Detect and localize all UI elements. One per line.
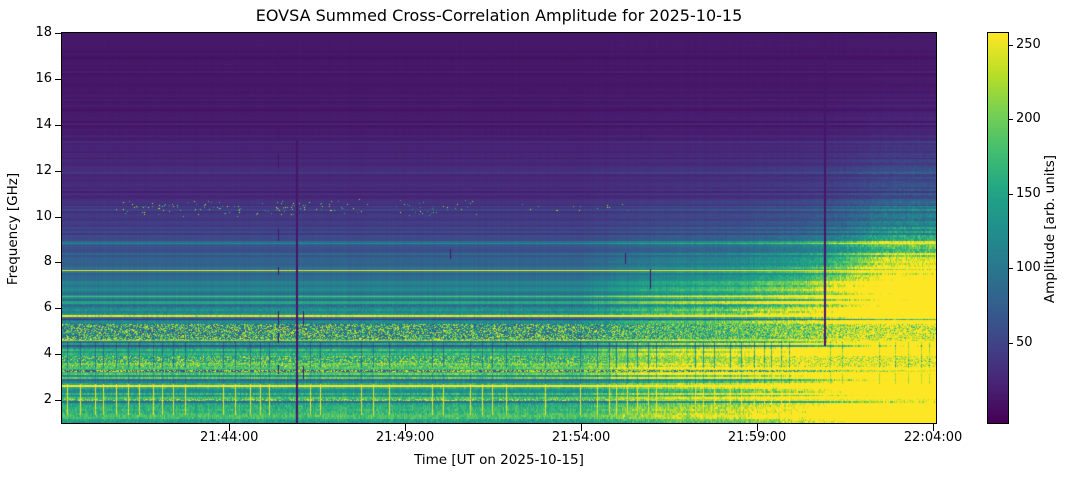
x-tick-mark bbox=[229, 424, 231, 431]
spectrogram-canvas bbox=[62, 33, 936, 423]
y-tick-mark bbox=[55, 78, 61, 80]
y-tick-label: 16 bbox=[35, 70, 52, 86]
colorbar-tick-label: 50 bbox=[1016, 334, 1033, 350]
x-tick-label: 21:44:00 bbox=[199, 430, 259, 445]
colorbar-tick-label: 150 bbox=[1016, 185, 1041, 201]
colorbar-frame bbox=[987, 32, 1009, 424]
plot-frame bbox=[61, 32, 937, 424]
x-tick-mark bbox=[405, 424, 407, 431]
colorbar-tick-label: 100 bbox=[1016, 260, 1041, 276]
colorbar-tick-mark bbox=[1008, 268, 1013, 270]
x-tick-label: 21:49:00 bbox=[375, 430, 435, 445]
y-tick-label: 8 bbox=[43, 254, 52, 270]
x-tick-mark bbox=[581, 424, 583, 431]
y-tick-label: 12 bbox=[35, 162, 52, 178]
colorbar-tick-mark bbox=[1008, 44, 1013, 46]
y-tick-mark bbox=[55, 308, 61, 310]
colorbar-tick-mark bbox=[1008, 193, 1013, 195]
x-tick-label: 22:04:00 bbox=[903, 430, 963, 445]
colorbar-canvas bbox=[988, 33, 1008, 423]
y-tick-mark bbox=[55, 33, 61, 34]
y-tick-mark bbox=[55, 354, 61, 356]
y-tick-label: 6 bbox=[43, 300, 52, 316]
y-tick-label: 2 bbox=[43, 392, 52, 408]
y-tick-mark bbox=[55, 400, 61, 402]
x-tick-mark bbox=[933, 424, 935, 431]
y-tick-mark bbox=[55, 124, 61, 126]
x-tick-label: 21:54:00 bbox=[551, 430, 611, 445]
y-tick-label: 4 bbox=[43, 346, 52, 362]
colorbar-tick-label: 200 bbox=[1016, 111, 1041, 127]
chart-title: EOVSA Summed Cross-Correlation Amplitude… bbox=[255, 6, 743, 25]
colorbar-tick-mark bbox=[1008, 119, 1013, 121]
colorbar-tick-mark bbox=[1008, 342, 1013, 344]
y-axis-label: Frequency [GHz] bbox=[5, 172, 21, 286]
x-axis-label: Time [UT on 2025-10-15] bbox=[414, 452, 584, 468]
y-tick-mark bbox=[55, 262, 61, 264]
y-tick-mark bbox=[55, 216, 61, 218]
y-tick-label: 14 bbox=[35, 116, 52, 132]
y-tick-label: 18 bbox=[35, 25, 52, 40]
y-tick-label: 10 bbox=[35, 208, 52, 224]
y-tick-mark bbox=[55, 170, 61, 172]
colorbar-label: Amplitude [arb. units] bbox=[1042, 154, 1058, 304]
colorbar-tick-label: 250 bbox=[1016, 36, 1041, 52]
x-tick-mark bbox=[757, 424, 759, 431]
x-tick-label: 21:59:00 bbox=[727, 430, 787, 445]
